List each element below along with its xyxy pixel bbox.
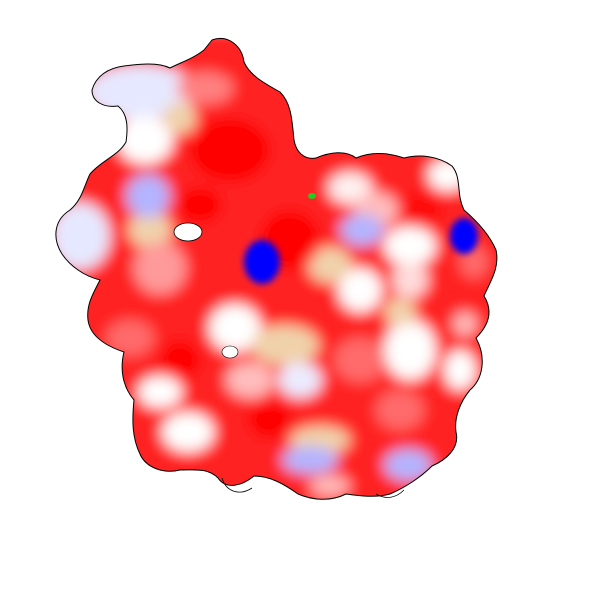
surface-cavities xyxy=(173,222,239,359)
ligand-marker xyxy=(308,193,316,199)
electrostatic-patches xyxy=(55,38,497,500)
surface-outline xyxy=(55,38,498,500)
